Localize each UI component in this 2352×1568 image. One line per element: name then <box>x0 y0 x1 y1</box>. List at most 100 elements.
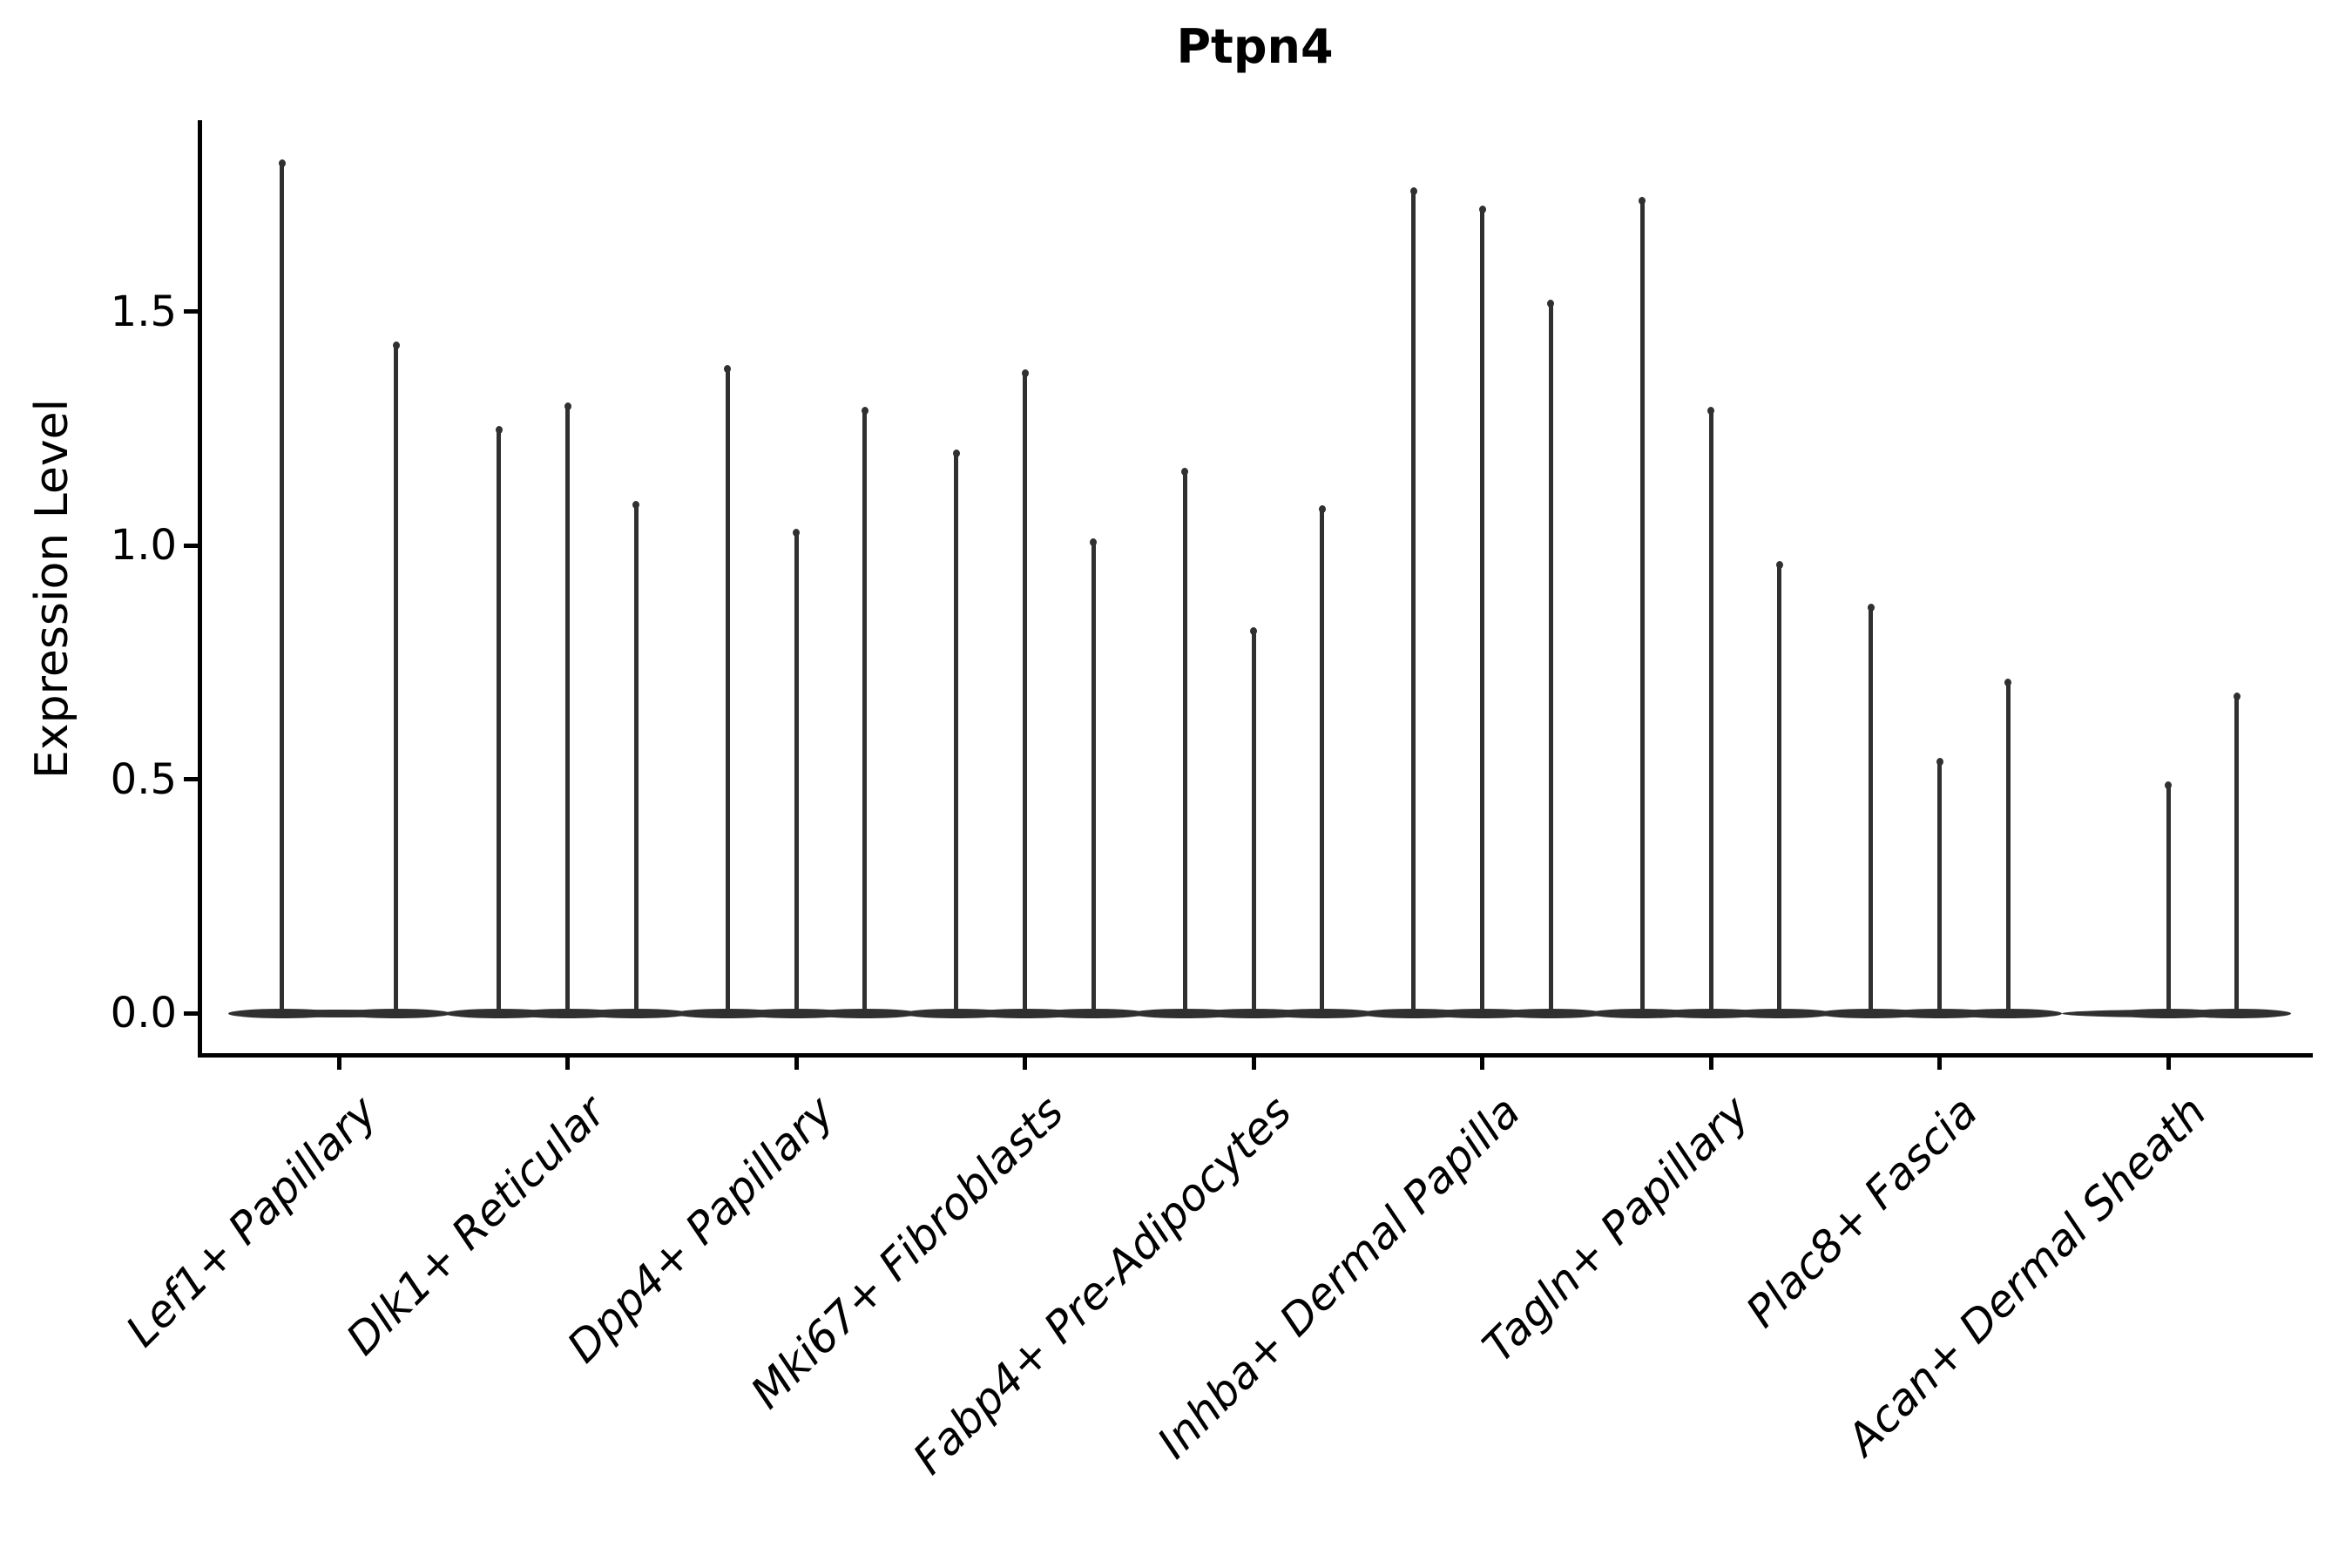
violin-tip <box>2004 678 2012 686</box>
violin-bump <box>1131 1008 1240 1018</box>
violin-tip <box>1021 369 1029 378</box>
violin-tip <box>1547 299 1555 308</box>
violin-bump <box>810 1008 919 1018</box>
violin-tip <box>632 500 640 509</box>
y-tick-mark <box>184 543 198 548</box>
y-axis-title: Expression Level <box>26 398 78 780</box>
plot-title: Ptpn4 <box>1176 19 1334 74</box>
violin-tip <box>793 528 800 537</box>
violin-tip <box>2165 781 2172 789</box>
violin-bump <box>341 1008 450 1018</box>
violin-tip <box>1936 758 1943 767</box>
x-tick-mark <box>565 1053 570 1070</box>
x-tick-label: Inhba+ Dermal Papilla <box>1148 1086 1531 1469</box>
violin-bump <box>2182 1008 2291 1018</box>
y-tick-mark <box>184 1010 198 1016</box>
violin-stem <box>565 404 570 1013</box>
violin-tip <box>2233 692 2240 700</box>
violin-tip <box>1867 603 1875 612</box>
violin-bump <box>1497 1008 1605 1018</box>
violin-bump <box>582 1008 691 1018</box>
violin-tip <box>1775 561 1783 570</box>
violin-tip <box>1318 505 1326 514</box>
violin-tip <box>1409 186 1417 195</box>
violin-stem <box>280 161 284 1013</box>
violin-stem <box>1937 760 1942 1013</box>
x-tick-mark <box>1480 1053 1484 1070</box>
violin-tip <box>564 402 571 410</box>
violin-stem <box>1777 564 1782 1013</box>
violin-stem <box>862 409 868 1013</box>
x-tick-label: Lef1+ Papillary <box>116 1086 388 1357</box>
y-tick-mark <box>184 309 198 314</box>
violin-bump <box>1039 1008 1148 1018</box>
violin-stem <box>2166 783 2171 1013</box>
violin-tip <box>278 159 286 167</box>
violin-bump <box>970 1008 1079 1018</box>
violin-stem <box>1708 409 1713 1013</box>
y-tick-mark <box>184 777 198 781</box>
violin-stem <box>633 503 639 1013</box>
violin-stem <box>497 428 502 1013</box>
x-tick-label: Plac8+ Fascia <box>1736 1086 1988 1337</box>
violin-stem <box>725 367 730 1013</box>
violin-stem <box>1091 540 1096 1013</box>
violin-bump <box>902 1008 1010 1018</box>
violin-bump <box>1816 1008 1925 1018</box>
violin-stem <box>1023 372 1027 1013</box>
violin-tip <box>392 341 400 350</box>
violin-stem <box>394 344 398 1013</box>
y-axis-spine <box>198 120 202 1058</box>
violin-stem <box>1411 189 1416 1013</box>
violin-bump <box>2114 1008 2222 1018</box>
violin-bump <box>1954 1008 2063 1018</box>
x-tick-label: Fabp4+ Pre-Adipocytes <box>903 1086 1302 1484</box>
x-tick-mark <box>794 1053 799 1070</box>
violin-tip <box>1181 468 1189 476</box>
violin-bump <box>1428 1008 1537 1018</box>
y-tick-label: 1.0 <box>110 521 177 570</box>
y-tick-label: 1.5 <box>110 287 177 336</box>
x-tick-mark <box>2166 1053 2171 1070</box>
violin-tip <box>1639 196 1646 205</box>
violin-stem <box>1251 629 1256 1013</box>
violin-bump <box>1725 1008 1834 1018</box>
y-tick-label: 0.5 <box>110 754 177 804</box>
violin-tip <box>952 449 960 457</box>
violin-bump <box>1200 1008 1308 1018</box>
violin-stem <box>1548 301 1553 1013</box>
violin-bump <box>1588 1008 1697 1018</box>
violin-tip <box>1250 626 1257 635</box>
violin-bump <box>227 1008 336 1018</box>
x-tick-mark <box>1251 1053 1256 1070</box>
violin-stem <box>954 451 959 1013</box>
violin-tip <box>495 425 503 434</box>
violin-stem <box>794 531 799 1013</box>
x-tick-mark <box>1937 1053 1942 1070</box>
violin-base-bar <box>233 1009 445 1017</box>
violin-tip <box>1707 407 1714 416</box>
violin-stem <box>1480 208 1484 1013</box>
violin-stem <box>2234 694 2240 1013</box>
violin-stem <box>1639 199 1645 1013</box>
violin-stem <box>1182 470 1187 1013</box>
violin-bump <box>1885 1008 1994 1018</box>
violin-bump <box>673 1008 782 1018</box>
violin-bump <box>1359 1008 1468 1018</box>
violin-bump <box>1657 1008 1765 1018</box>
x-tick-mark <box>336 1053 341 1070</box>
violin-tip <box>1478 206 1486 214</box>
violin-tip <box>861 407 868 416</box>
violin-tip <box>1090 537 1098 546</box>
violin-bump <box>1267 1008 1376 1018</box>
violin-stem <box>1320 508 1325 1013</box>
violin-stem <box>1869 605 1874 1013</box>
x-tick-mark <box>1023 1053 1027 1070</box>
violin-tip <box>724 364 732 373</box>
violin-bump <box>444 1008 553 1018</box>
violin-bump <box>742 1008 850 1018</box>
y-tick-label: 0.0 <box>110 989 177 1037</box>
violin-stem <box>2005 680 2011 1013</box>
x-tick-mark <box>1708 1053 1713 1070</box>
